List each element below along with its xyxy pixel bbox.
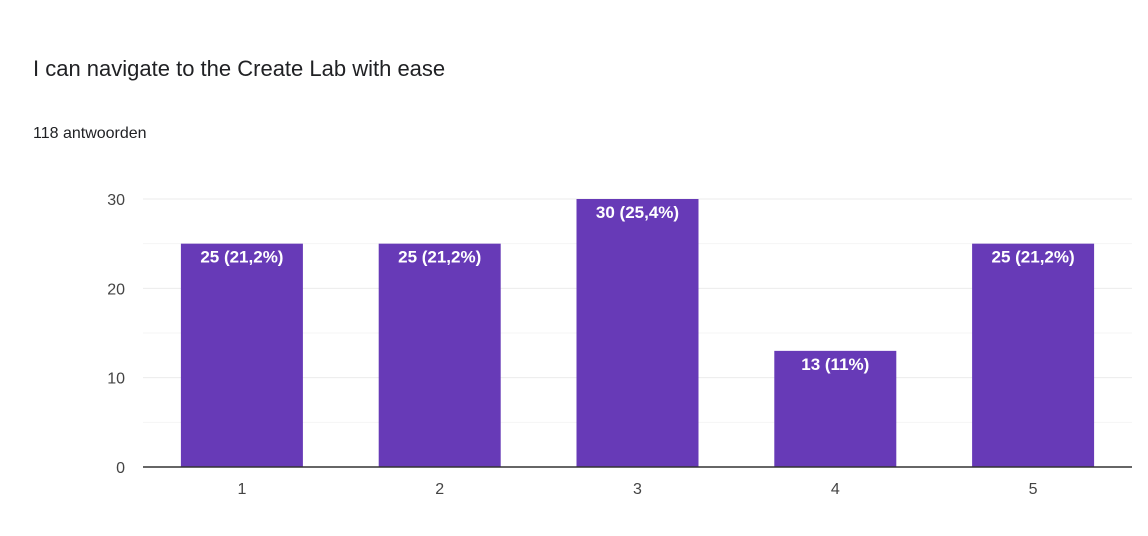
y-tick-label: 20 [107,281,125,298]
bar-data-label: 25 (21,2%) [200,248,283,267]
y-tick-label: 0 [116,460,125,477]
y-tick-label: 30 [107,192,125,209]
bar-data-label: 25 (21,2%) [992,248,1075,267]
x-tick-label: 2 [435,481,444,498]
response-count: 118 antwoorden [33,125,147,142]
bar [180,243,303,467]
y-tick-label: 10 [107,371,125,388]
bar-data-label: 25 (21,2%) [398,248,481,267]
bar [378,243,501,467]
x-tick-label: 5 [1029,481,1038,498]
chart-title: I can navigate to the Create Lab with ea… [33,56,446,81]
bar-data-label: 30 (25,4%) [596,203,679,222]
bar [576,199,699,467]
x-tick-label: 3 [633,481,642,498]
bar [774,350,897,467]
x-tick-label: 4 [831,481,840,498]
bar [972,243,1095,467]
bar-data-label: 13 (11%) [801,355,869,374]
x-tick-label: 1 [237,481,246,498]
